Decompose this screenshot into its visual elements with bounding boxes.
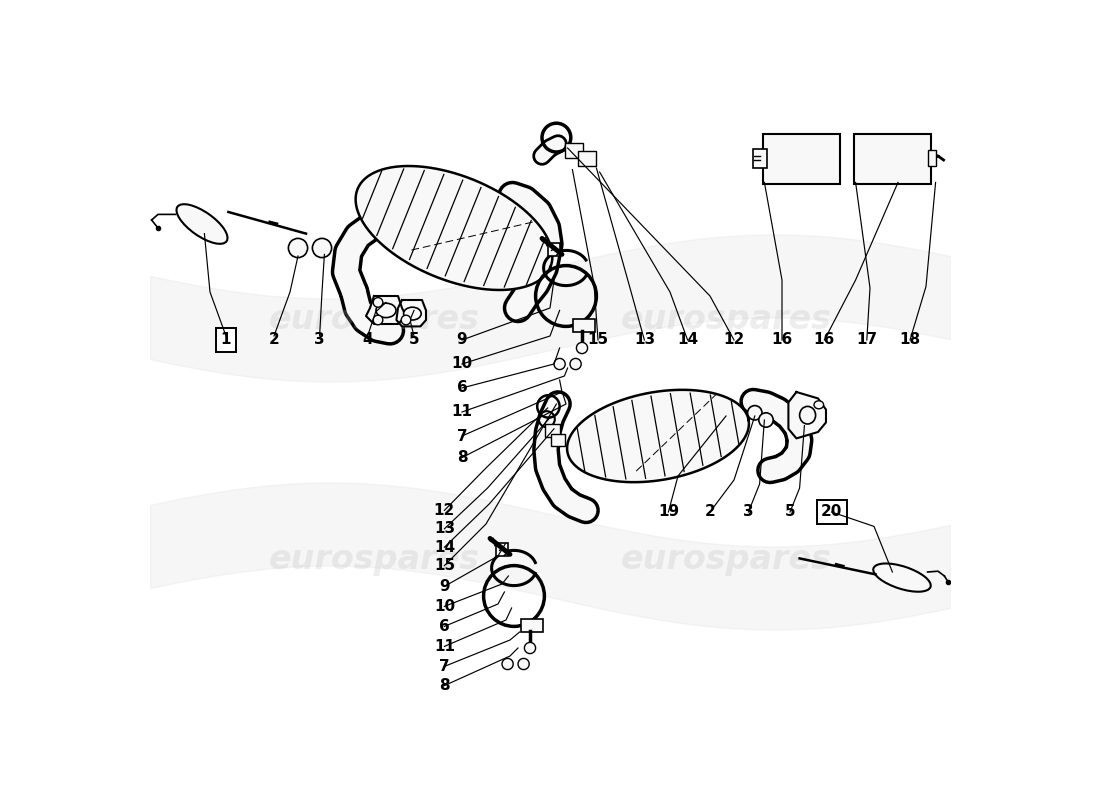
- Ellipse shape: [176, 204, 228, 244]
- Ellipse shape: [376, 303, 396, 318]
- Text: 16: 16: [771, 333, 793, 347]
- Text: 13: 13: [634, 333, 654, 347]
- Circle shape: [373, 315, 383, 325]
- Ellipse shape: [404, 307, 421, 320]
- FancyBboxPatch shape: [546, 424, 560, 437]
- Circle shape: [570, 358, 581, 370]
- Text: 15: 15: [587, 333, 608, 347]
- Text: 1: 1: [221, 333, 231, 347]
- Text: eurospares: eurospares: [268, 303, 480, 337]
- FancyBboxPatch shape: [565, 143, 583, 158]
- Text: 10: 10: [451, 357, 473, 371]
- Text: 20: 20: [821, 505, 843, 519]
- Ellipse shape: [873, 563, 931, 592]
- Text: 8: 8: [456, 450, 468, 465]
- Circle shape: [373, 298, 383, 307]
- FancyBboxPatch shape: [578, 151, 595, 166]
- Text: 12: 12: [433, 503, 455, 518]
- Text: 14: 14: [433, 540, 455, 554]
- Polygon shape: [366, 296, 406, 324]
- Text: eurospares: eurospares: [268, 543, 480, 577]
- Text: 11: 11: [433, 639, 455, 654]
- Text: 15: 15: [433, 558, 455, 573]
- Text: 2: 2: [268, 333, 279, 347]
- Circle shape: [518, 658, 529, 670]
- Text: 12: 12: [724, 333, 745, 347]
- Text: eurospares: eurospares: [620, 543, 832, 577]
- Circle shape: [759, 413, 773, 427]
- Text: 9: 9: [456, 333, 468, 347]
- Text: 19: 19: [658, 505, 679, 519]
- Text: 10: 10: [433, 599, 455, 614]
- Circle shape: [576, 342, 587, 354]
- Text: 8: 8: [439, 678, 450, 693]
- FancyBboxPatch shape: [928, 150, 936, 166]
- Polygon shape: [789, 392, 826, 438]
- Circle shape: [312, 238, 331, 258]
- Text: 14: 14: [676, 333, 698, 347]
- Polygon shape: [568, 390, 749, 482]
- Text: 5: 5: [784, 505, 795, 519]
- Circle shape: [502, 658, 514, 670]
- Text: 6: 6: [439, 619, 450, 634]
- Text: eurospares: eurospares: [620, 303, 832, 337]
- Text: 2: 2: [705, 505, 715, 519]
- Text: 13: 13: [433, 522, 455, 536]
- Circle shape: [525, 642, 536, 654]
- Text: 9: 9: [439, 579, 450, 594]
- Text: 11: 11: [451, 405, 473, 419]
- Text: 3: 3: [744, 505, 754, 519]
- Text: 3: 3: [315, 333, 324, 347]
- FancyBboxPatch shape: [573, 319, 595, 332]
- Text: 17: 17: [856, 333, 878, 347]
- Text: 7: 7: [456, 429, 468, 443]
- FancyBboxPatch shape: [521, 619, 542, 632]
- Circle shape: [288, 238, 308, 258]
- Text: 4: 4: [362, 333, 373, 347]
- Polygon shape: [396, 300, 426, 326]
- FancyBboxPatch shape: [854, 134, 931, 184]
- Polygon shape: [355, 166, 552, 290]
- Text: 5: 5: [409, 333, 419, 347]
- Text: 16: 16: [814, 333, 835, 347]
- FancyBboxPatch shape: [754, 149, 767, 168]
- Circle shape: [748, 406, 762, 420]
- Circle shape: [402, 315, 410, 325]
- Text: 6: 6: [456, 381, 468, 395]
- Ellipse shape: [800, 406, 815, 424]
- FancyBboxPatch shape: [496, 543, 508, 556]
- Ellipse shape: [814, 401, 824, 409]
- FancyBboxPatch shape: [551, 434, 565, 446]
- FancyBboxPatch shape: [548, 243, 560, 256]
- Circle shape: [554, 358, 565, 370]
- FancyBboxPatch shape: [762, 134, 839, 184]
- Text: 7: 7: [439, 659, 450, 674]
- Text: 18: 18: [900, 333, 921, 347]
